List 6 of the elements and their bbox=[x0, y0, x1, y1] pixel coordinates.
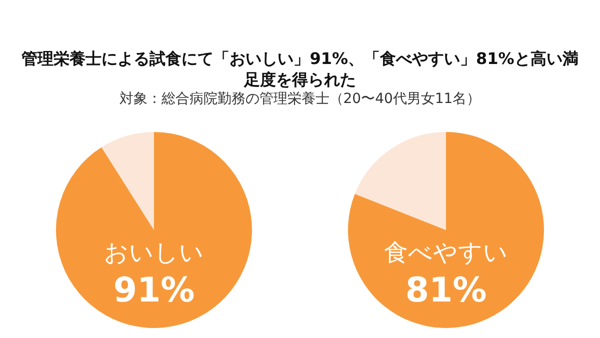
text: 管理栄養士による試食にて「おいしい」91%、「食べやすい」81%と高い満足度を得られた bbox=[20, 48, 580, 90]
slice-label: おいしい bbox=[104, 238, 204, 267]
data-label: 91% bbox=[113, 270, 195, 311]
text: 対象：総合病院勤務の管理栄養士（20〜40代男女11名） bbox=[119, 90, 481, 108]
data-label: 81% bbox=[405, 270, 487, 311]
slice-label: 食べやすい bbox=[384, 238, 508, 267]
